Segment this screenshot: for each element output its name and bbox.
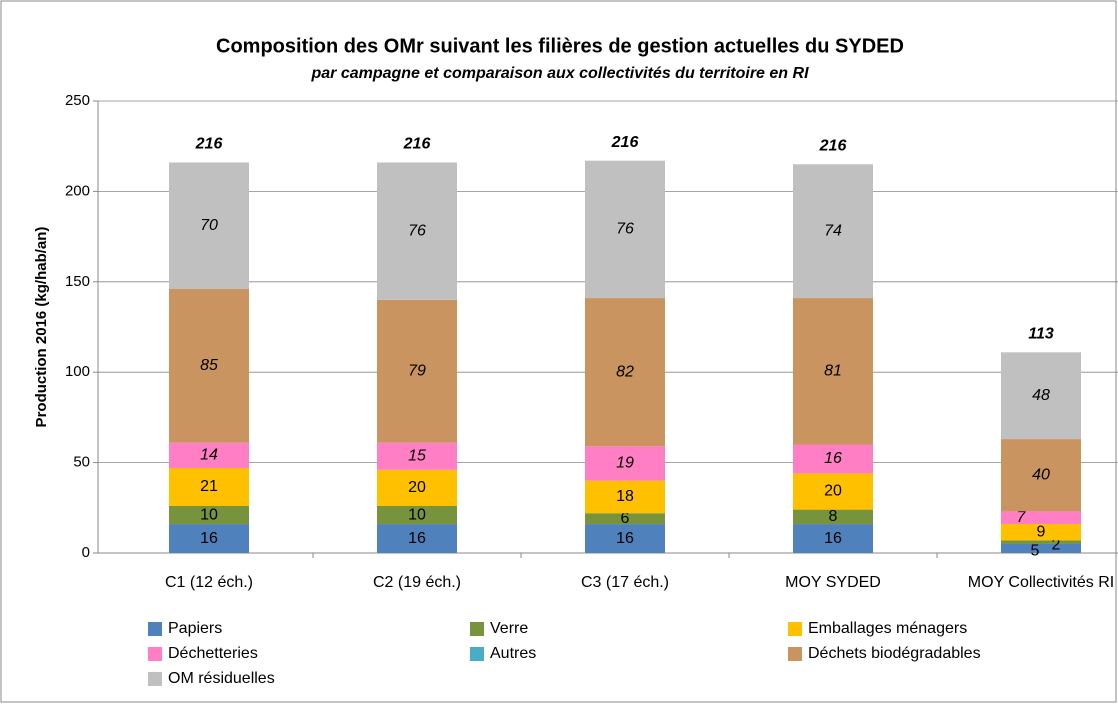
bar-segment <box>793 298 873 445</box>
bar-segment <box>1001 524 1081 541</box>
value-label: 16 <box>616 530 634 547</box>
bar-segment <box>169 505 249 525</box>
value-label: 81 <box>824 363 842 380</box>
value-label: 48 <box>1032 387 1050 404</box>
value-label: 6 <box>621 510 630 527</box>
legend-swatch <box>470 647 484 661</box>
bar-segment <box>169 162 249 290</box>
bar-segment <box>793 164 873 299</box>
y-tick-label: 150 <box>65 273 90 290</box>
value-label: 19 <box>616 455 634 472</box>
total-label: 216 <box>611 134 639 151</box>
bar-segment <box>1001 543 1081 553</box>
bar-segment <box>1001 439 1081 512</box>
legend-label: Papiers <box>168 620 222 637</box>
total-label: 216 <box>819 137 847 154</box>
value-label: 70 <box>200 217 218 234</box>
x-tick-label: C2 (19 éch.) <box>373 574 461 591</box>
x-tick-label: C3 (17 éch.) <box>581 574 669 591</box>
legend-label: Déchetteries <box>168 645 258 662</box>
x-tick-label: MOY SYDED <box>785 574 881 591</box>
total-label: 216 <box>195 136 223 153</box>
bar-segment <box>377 524 457 553</box>
value-label: 79 <box>408 363 426 380</box>
bar-segment <box>585 298 665 447</box>
value-label: 10 <box>408 506 426 523</box>
legend-label: Emballages ménagers <box>808 620 967 637</box>
value-label: 10 <box>200 506 218 523</box>
bar-segment <box>585 160 665 299</box>
y-tick-label: 200 <box>65 182 90 199</box>
bar-segment <box>793 509 873 525</box>
bar-segment <box>1001 352 1081 440</box>
value-label: 16 <box>824 530 842 547</box>
bar-segment <box>793 473 873 510</box>
value-label: 18 <box>616 488 634 505</box>
bar-segment <box>169 442 249 469</box>
chart-title: Composition des OMr suivant les filières… <box>216 35 904 57</box>
legend-swatch <box>148 622 162 636</box>
value-label: 9 <box>1037 523 1046 540</box>
bar-segment <box>585 524 665 553</box>
bar-segment <box>377 299 457 443</box>
value-label: 76 <box>408 222 426 239</box>
bar-segment <box>377 442 457 470</box>
value-label: 74 <box>824 222 842 239</box>
bar-segment <box>1001 511 1081 525</box>
bar-segment <box>377 162 457 300</box>
bar-segment <box>1001 540 1081 544</box>
bar-segment <box>377 469 457 506</box>
y-tick-label: 250 <box>65 92 90 109</box>
legend-swatch <box>148 647 162 661</box>
legend-swatch <box>788 647 802 661</box>
x-tick-label: MOY Collectivités RI <box>968 574 1114 591</box>
value-label: 5 <box>1031 543 1040 560</box>
value-label: 76 <box>616 221 634 238</box>
bar-segment <box>169 289 249 443</box>
value-label: 85 <box>200 357 218 374</box>
legend-swatch <box>148 672 162 686</box>
legend-label: OM résiduelles <box>168 670 275 687</box>
bar-segment <box>585 513 665 525</box>
value-label: 7 <box>1017 509 1027 526</box>
legend-swatch <box>788 622 802 636</box>
value-label: 20 <box>824 483 842 500</box>
bar-segment <box>377 505 457 525</box>
value-label: 8 <box>829 508 838 525</box>
value-label: 15 <box>408 447 426 464</box>
chart-subtitle: par campagne et comparaison aux collecti… <box>310 65 809 82</box>
value-label: 2 <box>1052 536 1061 553</box>
y-tick-label: 50 <box>73 454 90 471</box>
value-label: 40 <box>1032 466 1050 483</box>
value-label: 20 <box>408 479 426 496</box>
bar-segment <box>169 524 249 553</box>
value-label: 82 <box>616 363 634 380</box>
legend-label: Autres <box>490 645 536 662</box>
total-label: 216 <box>403 136 431 153</box>
value-label: 16 <box>408 530 426 547</box>
bar-segment <box>793 524 873 553</box>
value-label: 16 <box>200 530 218 547</box>
y-tick-label: 0 <box>82 544 90 561</box>
legend-label: Verre <box>490 620 528 637</box>
value-label: 21 <box>200 478 218 495</box>
value-label: 16 <box>824 450 842 467</box>
total-label: 113 <box>1028 326 1054 343</box>
bar-segment <box>793 444 873 474</box>
legend-swatch <box>470 622 484 636</box>
legend-label: Déchets biodégradables <box>808 645 981 662</box>
value-label: 14 <box>200 447 218 464</box>
bar-segment <box>169 468 249 506</box>
bar-segment <box>585 480 665 514</box>
y-tick-label: 100 <box>65 363 90 380</box>
y-axis-label: Production 2016 (kg/hab/an) <box>33 227 50 428</box>
x-tick-label: C1 (12 éch.) <box>165 574 253 591</box>
bar-segment <box>585 446 665 481</box>
